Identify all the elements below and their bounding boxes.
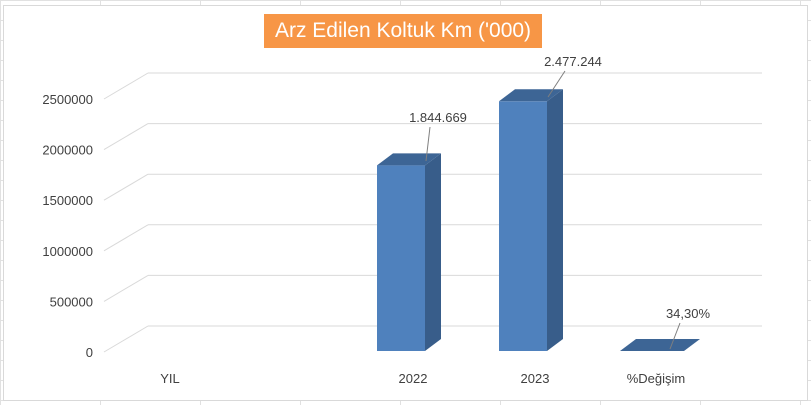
bar-top <box>499 89 563 102</box>
gridline-depth <box>103 224 149 252</box>
gridline-depth <box>103 123 149 151</box>
y-tick-label: 2000000 <box>42 143 93 158</box>
data-label: 1.844.669 <box>409 110 467 125</box>
x-category-label: YIL <box>160 371 180 386</box>
bar-side <box>425 153 441 351</box>
bar-front <box>377 165 425 351</box>
y-tick-label: 1500000 <box>42 193 93 208</box>
y-tick-label: 0 <box>86 345 93 360</box>
data-label: 2.477.244 <box>544 54 602 69</box>
data-label: 34,30% <box>666 306 711 321</box>
y-tick-label: 500000 <box>50 294 93 309</box>
y-tick-label: 2500000 <box>42 92 93 107</box>
x-category-label: 2023 <box>521 371 550 386</box>
x-category-label: 2022 <box>399 371 428 386</box>
gridline-depth <box>103 173 149 201</box>
gridline-depth <box>103 325 149 353</box>
data-label-leader <box>669 322 681 350</box>
x-category-label: %Değişim <box>627 371 686 386</box>
data-label-leader <box>547 70 566 98</box>
bar-side <box>547 89 563 351</box>
data-label-leader <box>425 126 431 162</box>
y-tick-label: 1000000 <box>42 244 93 259</box>
bar-flat <box>620 339 700 351</box>
gridline-depth <box>103 72 149 100</box>
bar-front <box>499 101 547 351</box>
bar-top <box>377 153 441 166</box>
chart-title[interactable]: Arz Edilen Koltuk Km ('000) <box>264 14 542 48</box>
gridline-depth <box>103 274 149 302</box>
